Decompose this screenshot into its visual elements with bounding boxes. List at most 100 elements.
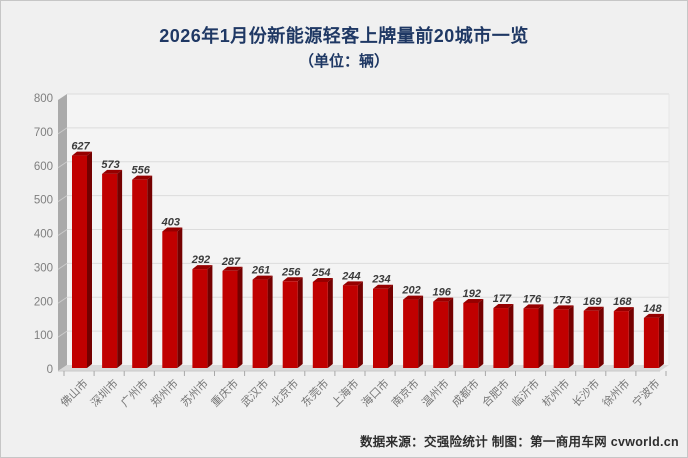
bar-value-label: 234: [371, 274, 390, 286]
bar-side-face: [207, 265, 213, 368]
x-axis-label: 温州市: [419, 376, 452, 409]
bar: [252, 279, 268, 368]
bar: [613, 311, 629, 368]
bar-value-label: 254: [311, 267, 330, 279]
bar: [643, 317, 659, 368]
bar-side-face: [448, 297, 454, 368]
y-axis-label: 700: [34, 127, 53, 139]
bar: [162, 231, 178, 368]
bar-side-face: [568, 305, 574, 368]
bar-top-face: [523, 304, 544, 309]
bar-value-label: 256: [281, 266, 301, 278]
bar-side-face: [177, 227, 183, 368]
bar: [583, 310, 599, 368]
x-axis-label: 广州市: [118, 376, 151, 409]
bar-value-label: 556: [132, 165, 151, 177]
bar-top-face: [342, 281, 363, 286]
bar-top-face: [553, 305, 574, 310]
bar-side-face: [658, 313, 664, 368]
wall-notch: [57, 229, 68, 236]
bar-top-face: [282, 277, 303, 282]
bar-side-face: [478, 298, 484, 368]
data-source-note: 数据来源：交强险统计 制图：第一商用车网 cvworld.cn: [359, 435, 679, 449]
x-axis-label: 长沙市: [569, 376, 602, 409]
bar-top-face: [433, 297, 454, 302]
bar-top-face: [132, 175, 153, 180]
wall-notch: [57, 195, 68, 203]
bar-value-label: 177: [493, 293, 512, 305]
bar-value-label: 202: [401, 285, 420, 297]
bar: [493, 308, 509, 368]
x-axis-label: 合肥市: [479, 376, 512, 409]
bar-side-face: [388, 284, 393, 368]
y-axis-label: 600: [34, 161, 53, 173]
bar-top-face: [643, 313, 664, 318]
bar-side-face: [418, 295, 424, 368]
bar-value-label: 176: [523, 293, 542, 305]
bar: [553, 309, 569, 368]
y-axis-label: 400: [34, 229, 53, 241]
y-axis-label: 100: [34, 330, 53, 342]
bar-value-label: 168: [613, 296, 632, 308]
bar-top-face: [613, 307, 634, 312]
x-axis-label: 郑州市: [148, 376, 181, 409]
bar-top-face: [72, 151, 92, 156]
wall-notch: [57, 262, 68, 270]
bar-side-face: [357, 281, 363, 368]
bar-top-face: [252, 275, 273, 280]
x-axis-label: 宁波市: [629, 376, 662, 409]
x-axis-label: 海口市: [358, 376, 391, 409]
y-axis-label: 500: [34, 195, 53, 207]
x-axis-label: 临沂市: [509, 376, 542, 409]
bar-top-face: [312, 277, 333, 282]
y-axis-label: 0: [47, 364, 53, 376]
bar: [433, 301, 449, 368]
bar: [312, 281, 328, 368]
bar: [102, 173, 118, 368]
bar-value-label: 148: [643, 303, 662, 315]
bar-side-face: [628, 307, 634, 368]
wall-notch: [57, 127, 68, 135]
x-axis-label: 成都市: [449, 376, 482, 409]
chart-title: 2026年1月份新能源轻客上牌量前20城市一览: [159, 26, 529, 46]
bar: [192, 269, 208, 368]
bar-side-face: [297, 277, 303, 368]
bar-top-face: [162, 227, 183, 232]
bar-side-face: [267, 275, 273, 368]
bar-value-label: 287: [221, 256, 241, 268]
bar-value-label: 196: [433, 287, 452, 299]
x-axis-label: 徐州市: [599, 376, 632, 409]
bar-top-face: [583, 306, 604, 311]
bar-side-face: [327, 277, 333, 368]
wall-notch: [57, 161, 68, 169]
x-axis-label: 上海市: [328, 376, 361, 409]
bar: [72, 155, 87, 368]
x-axis-label: 北京市: [268, 376, 301, 409]
bar-top-face: [403, 295, 424, 300]
bar: [342, 285, 358, 368]
bar-value-label: 244: [341, 270, 360, 282]
bar-value-label: 169: [583, 296, 602, 308]
bar-side-face: [237, 266, 243, 368]
bar: [373, 288, 388, 368]
bar-value-label: 403: [161, 216, 180, 228]
bar: [132, 179, 148, 368]
bar-side-face: [117, 169, 123, 368]
x-axis-label: 武汉市: [238, 376, 271, 409]
x-axis-label: 重庆市: [208, 376, 241, 409]
bar: [222, 270, 238, 368]
chart-floor: [58, 365, 669, 371]
x-axis-label: 杭州市: [539, 376, 572, 409]
chart-title-block: 2026年1月份新能源轻客上牌量前20城市一览 （单位：辆）: [1, 23, 687, 75]
bar-side-face: [538, 304, 544, 368]
chart-subtitle: （单位：辆）: [298, 53, 389, 70]
bar: [523, 308, 539, 368]
bar-value-label: 573: [101, 159, 119, 171]
x-axis-label: 深圳市: [87, 376, 120, 409]
y-axis-label: 300: [34, 262, 53, 274]
bar-value-label: 627: [71, 141, 90, 153]
y-axis-label: 200: [34, 296, 53, 308]
bar-side-face: [87, 151, 92, 368]
